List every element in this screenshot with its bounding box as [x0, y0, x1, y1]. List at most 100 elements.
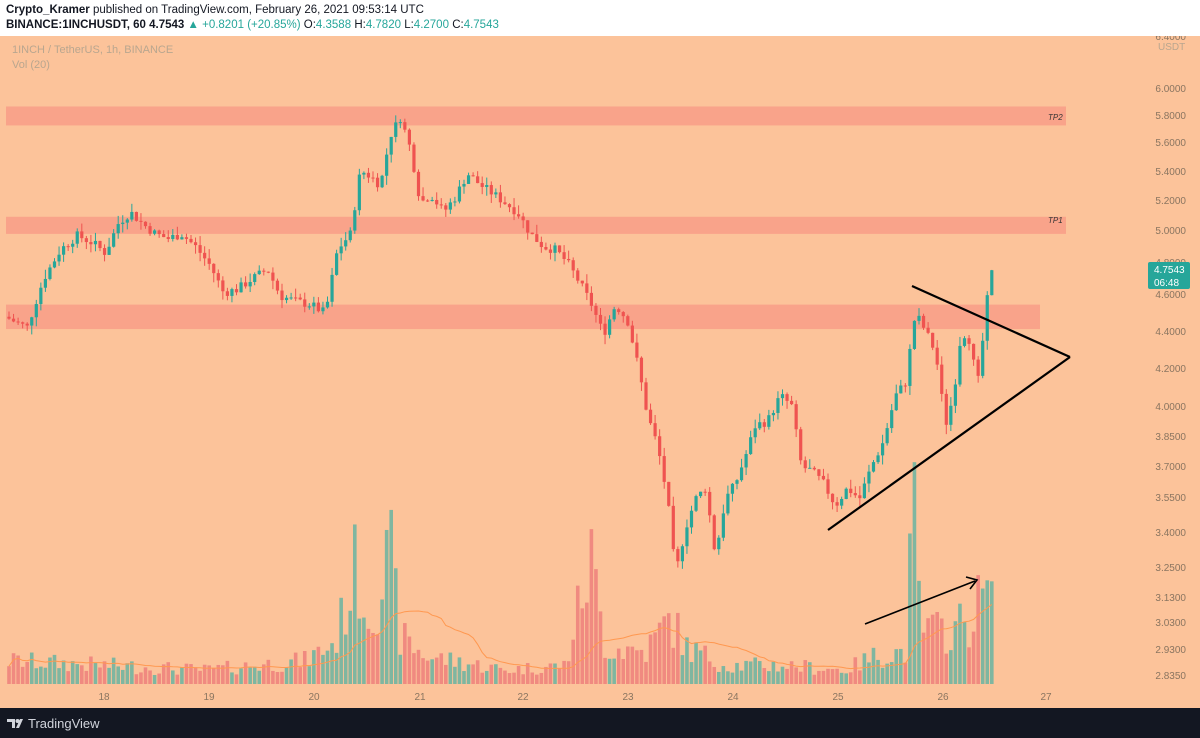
candle-body — [248, 281, 252, 287]
volume-bar — [698, 650, 703, 684]
last-price: 4.7543 — [149, 19, 185, 31]
publisher-name[interactable]: Crypto_Kramer — [6, 4, 90, 16]
volume-bar — [189, 664, 193, 684]
volume-bar — [753, 657, 757, 684]
volume-bar — [343, 634, 348, 684]
volume-bar — [403, 623, 407, 684]
volume-bar — [771, 661, 776, 684]
candle-body — [130, 211, 134, 220]
candle-body — [448, 202, 452, 210]
candle-body — [30, 317, 34, 326]
volume-bar — [48, 657, 52, 684]
candle-body — [507, 204, 512, 208]
volume-bar — [512, 672, 516, 684]
candle-body — [62, 246, 66, 255]
zone-label-tp1: TP1 — [1048, 216, 1063, 225]
volume-bar — [175, 674, 180, 684]
volume-bar — [585, 602, 589, 684]
candle-body — [958, 345, 962, 385]
candle-body — [43, 278, 47, 288]
volume-bar — [421, 658, 425, 684]
candle-body — [80, 231, 84, 239]
candle-body — [567, 258, 571, 261]
candle-body — [753, 428, 757, 438]
candle-body — [521, 216, 525, 221]
candle-body — [598, 314, 603, 324]
candle-body — [972, 343, 976, 360]
chart-background — [0, 36, 1200, 708]
candle-body — [621, 312, 625, 317]
y-tick-label: 3.4000 — [1155, 528, 1186, 539]
candle-body — [931, 332, 935, 348]
volume-bar — [453, 666, 457, 684]
volume-bar — [935, 612, 939, 684]
candle-body — [830, 493, 835, 503]
volume-bar — [530, 672, 535, 684]
volume-bar — [466, 664, 471, 684]
y-tick-label: 3.5500 — [1155, 493, 1186, 504]
volume-bar — [908, 533, 912, 684]
volume-bar — [889, 662, 894, 684]
volume-bar — [848, 672, 853, 684]
volume-bar — [80, 665, 84, 684]
volume-bar — [184, 663, 189, 684]
y-tick-label: 3.8500 — [1155, 432, 1186, 443]
candle-body — [262, 270, 266, 272]
tradingview-brand[interactable]: TradingView — [28, 716, 100, 731]
volume-trend-arrow[interactable] — [864, 580, 976, 625]
legend-volume[interactable]: Vol (20) — [12, 59, 50, 71]
candle-body — [357, 174, 361, 211]
candle-body — [862, 483, 866, 499]
candle-body — [84, 238, 88, 243]
volume-bar — [967, 647, 971, 684]
volume-bar — [61, 660, 66, 684]
candle-body — [171, 235, 175, 239]
candle-body — [289, 297, 293, 299]
candle-body — [849, 488, 853, 494]
x-tick-label: 27 — [1040, 692, 1052, 703]
volume-bar — [876, 659, 880, 684]
y-tick-label: 4.4000 — [1155, 327, 1186, 338]
candle-body — [571, 260, 575, 271]
symbol-label: BINANCE:1INCHUSDT, 60 — [6, 19, 146, 31]
volume-bar — [275, 672, 280, 684]
volume-bar — [880, 667, 885, 684]
publish-line: Crypto_Kramer published on TradingView.c… — [6, 4, 424, 16]
volume-bar — [503, 670, 507, 684]
volume-bar — [161, 664, 166, 684]
volume-bar — [953, 621, 958, 684]
volume-bar — [98, 667, 102, 684]
volume-bar — [676, 612, 680, 684]
triangle-lower-line[interactable] — [827, 356, 1071, 531]
candle-body — [617, 309, 621, 313]
volume-bar — [39, 666, 43, 684]
candle-body — [11, 318, 16, 322]
candle-body — [812, 467, 816, 470]
chart-pane[interactable]: 6.4000 6.0000 5.8000 5.6000 5.4000 5.2000 5.00… — [0, 32, 1200, 708]
volume-bar — [480, 672, 484, 684]
candle-body — [239, 282, 243, 293]
candle-body — [98, 240, 102, 249]
triangle-upper-line[interactable] — [911, 284, 1071, 359]
x-tick-label: 25 — [832, 692, 844, 703]
candle-body — [143, 221, 148, 227]
volume-bar — [544, 666, 548, 684]
candle-body — [503, 202, 507, 205]
volume-bar — [507, 673, 512, 684]
volume-bar — [20, 666, 25, 684]
change-value: ▲ +0.8201 (+20.85%) — [187, 19, 301, 31]
volume-bar — [548, 663, 553, 684]
volume-bar — [894, 649, 899, 684]
candle-body — [335, 253, 339, 275]
candle-body — [744, 454, 748, 468]
candle-body — [453, 201, 457, 203]
tradingview-logo-icon[interactable] — [6, 716, 24, 730]
legend-title[interactable]: 1INCH / TetherUS, 1h, BINANCE — [12, 44, 173, 56]
candle-body — [353, 210, 357, 231]
volume-bar — [821, 670, 826, 684]
candle-body — [990, 270, 994, 296]
volume-bar — [516, 665, 521, 684]
volume-bar — [148, 670, 152, 684]
price-chart[interactable]: 6.4000 6.0000 5.8000 5.6000 5.4000 5.2000 5.00… — [0, 32, 1200, 708]
candle-body — [553, 245, 557, 253]
